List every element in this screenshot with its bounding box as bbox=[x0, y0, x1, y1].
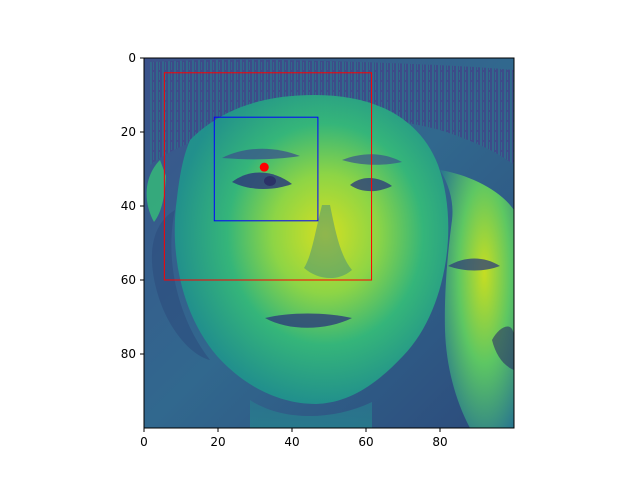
y-ticks: 0 20 40 60 80 bbox=[121, 51, 144, 361]
right-eye bbox=[350, 177, 392, 192]
left-eye bbox=[232, 172, 292, 189]
y-tick-label-3: 60 bbox=[121, 273, 136, 287]
y-tick-label-4: 80 bbox=[121, 347, 136, 361]
face-main bbox=[174, 95, 449, 404]
x-tick-label-1: 20 bbox=[210, 435, 225, 449]
points-layer bbox=[259, 162, 269, 172]
left-iris bbox=[264, 176, 276, 186]
left-brow bbox=[222, 148, 300, 160]
y-tick-label-1: 20 bbox=[121, 125, 136, 139]
image-area bbox=[144, 58, 514, 428]
left-cheek-shadow bbox=[151, 210, 210, 360]
mouth bbox=[265, 313, 352, 328]
x-tick-label-3: 60 bbox=[358, 435, 373, 449]
x-ticks: 0 20 40 60 80 bbox=[140, 428, 448, 449]
right-mouth-2 bbox=[492, 326, 514, 370]
x-tick-label-0: 0 bbox=[140, 435, 148, 449]
y-tick-label-0: 0 bbox=[128, 51, 136, 65]
axes-frame bbox=[143, 57, 515, 429]
point-0 bbox=[259, 162, 269, 172]
neck-shadow bbox=[250, 400, 372, 428]
nose bbox=[304, 205, 352, 279]
face-right bbox=[440, 170, 514, 428]
outer-box bbox=[163, 72, 373, 281]
x-tick-label-4: 80 bbox=[432, 435, 447, 449]
left-ear bbox=[146, 160, 166, 222]
right-eye-2 bbox=[448, 258, 500, 271]
y-tick-label-2: 40 bbox=[121, 199, 136, 213]
inner-box bbox=[213, 116, 319, 222]
x-tick-label-2: 40 bbox=[284, 435, 299, 449]
